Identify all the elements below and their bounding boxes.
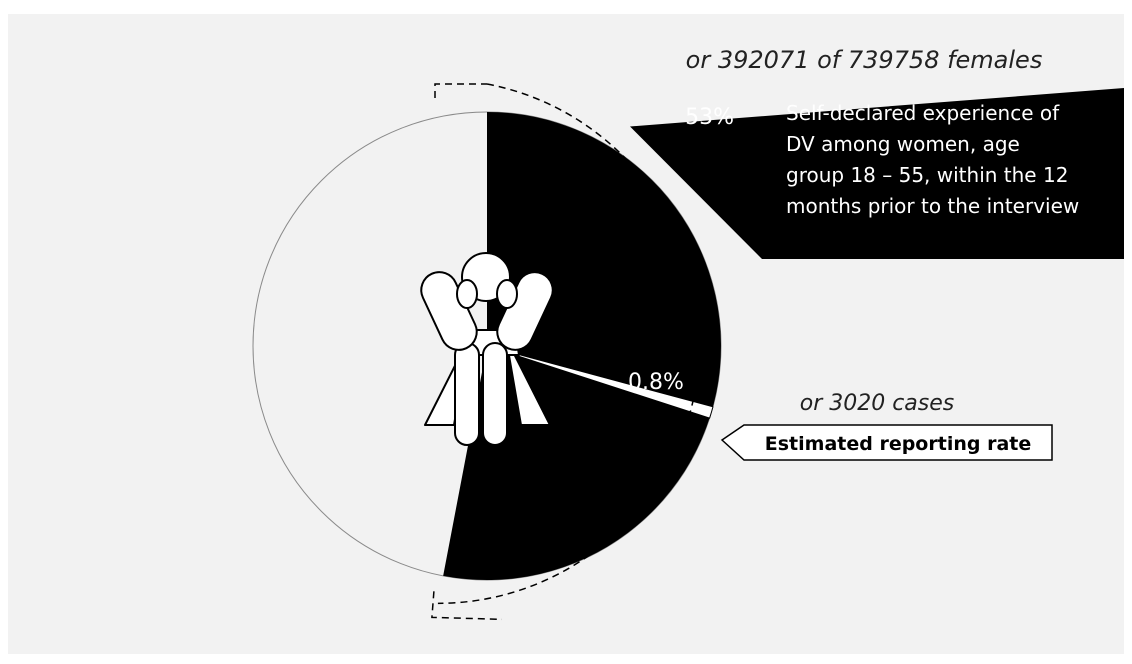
main-count-label: or 392071 of 739758 females xyxy=(686,46,1043,74)
pie-slice-reporting-rate xyxy=(486,345,714,419)
small-percent-label: 0.8% xyxy=(628,370,684,395)
main-caption-line-3: group 18 – 55, within the 12 xyxy=(786,163,1068,187)
main-caption-line-4: months prior to the interview xyxy=(786,194,1079,218)
distressed-woman-icon xyxy=(420,252,554,446)
bracket-tick-bottom xyxy=(431,591,502,621)
percentage-bracket-arc xyxy=(437,83,701,605)
main-caption-line-1: Self-declared experience of xyxy=(786,101,1060,125)
pie-slice-dv-experience xyxy=(443,112,721,580)
callout-box xyxy=(720,424,1053,461)
callout-label: Estimated reporting rate xyxy=(765,433,1031,455)
main-annotation-box xyxy=(630,88,1124,259)
small-count-label: or 3020 cases xyxy=(800,391,955,416)
main-percent-label: 53% xyxy=(685,105,734,130)
main-caption-line-2: DV among women, age xyxy=(786,132,1020,156)
bracket-tick-top xyxy=(434,83,487,98)
